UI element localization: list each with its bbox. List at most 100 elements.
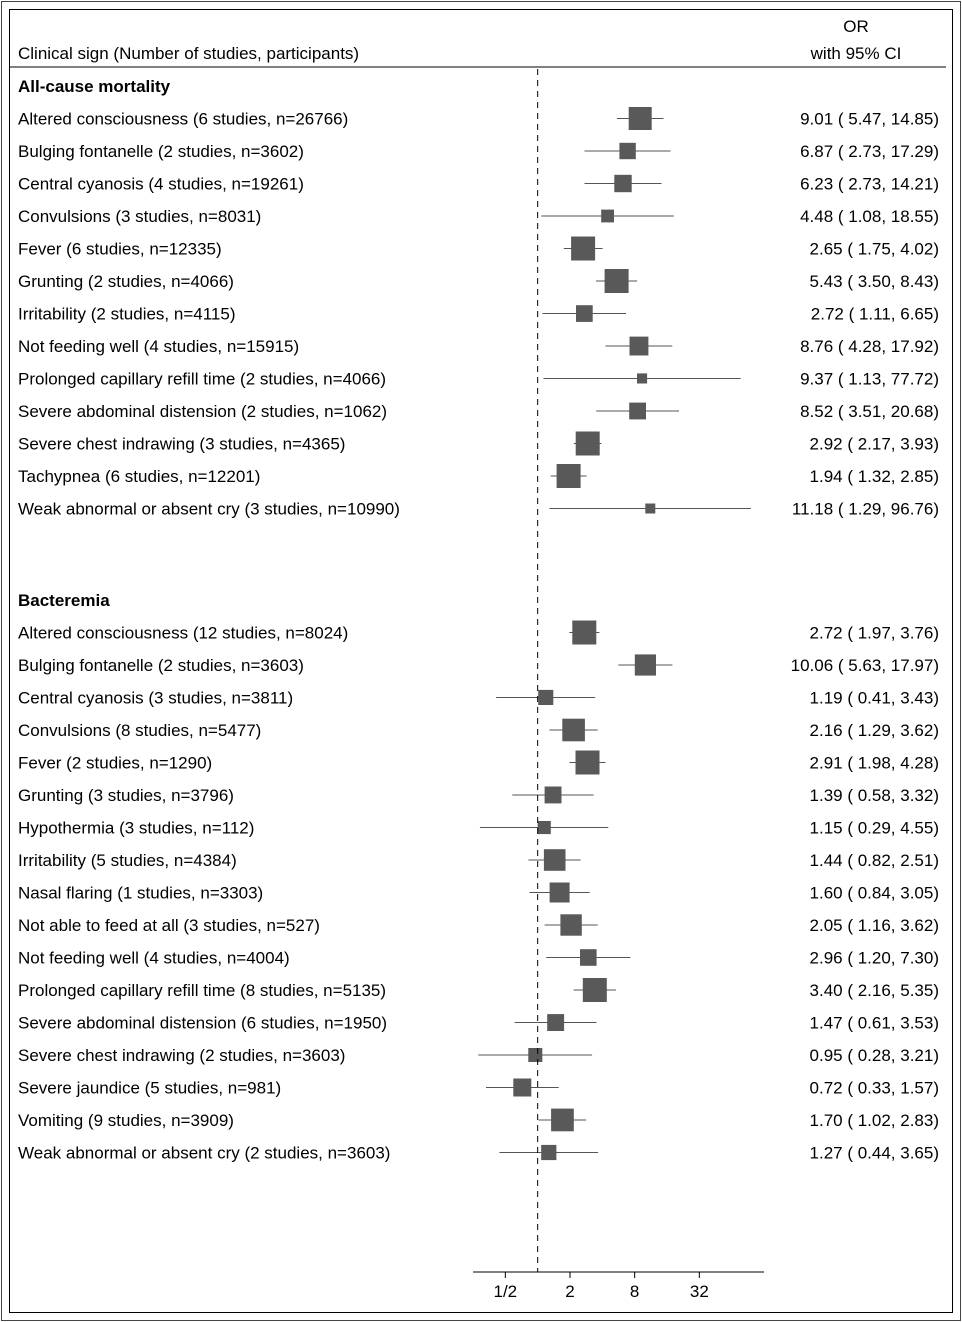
row-or-ci: 1.39 ( 0.58, 3.32)	[810, 786, 939, 805]
or-marker	[619, 142, 636, 160]
row-or-ci: 4.48 ( 1.08, 18.55)	[800, 207, 939, 226]
row-label: Central cyanosis (4 studies, n=19261)	[18, 175, 304, 194]
row-label: Hypothermia (3 studies, n=112)	[18, 819, 254, 838]
row-or-ci: 0.95 ( 0.28, 3.21)	[810, 1046, 939, 1065]
row-or-ci: 9.37 ( 1.13, 77.72)	[800, 370, 939, 389]
row-label: Weak abnormal or absent cry (3 studies, …	[18, 500, 400, 519]
row-or-ci: 2.72 ( 1.97, 3.76)	[810, 624, 939, 643]
or-marker	[562, 718, 585, 742]
row-or-ci: 3.40 ( 2.16, 5.35)	[810, 981, 939, 1000]
row-label: Fever (6 studies, n=12335)	[18, 240, 222, 259]
row-or-ci: 2.91 ( 1.98, 4.28)	[810, 754, 939, 773]
group-title: Bacteremia	[18, 591, 110, 610]
row-label: Central cyanosis (3 studies, n=3811)	[18, 689, 293, 708]
row-label: Not feeding well (4 studies, n=15915)	[18, 337, 299, 356]
header-or: OR	[843, 17, 869, 36]
or-marker	[629, 402, 646, 420]
row-or-ci: 1.27 ( 0.44, 3.65)	[810, 1144, 939, 1163]
or-marker	[551, 1108, 574, 1132]
row-label: Severe abdominal distension (6 studies, …	[18, 1014, 387, 1033]
or-marker	[543, 849, 566, 871]
row-or-ci: 8.76 ( 4.28, 17.92)	[800, 337, 939, 356]
row-label: Convulsions (3 studies, n=8031)	[18, 207, 261, 226]
row-or-ci: 2.72 ( 1.11, 6.65)	[811, 305, 939, 324]
row-label: Bulging fontanelle (2 studies, n=3603)	[18, 656, 304, 675]
or-marker	[537, 821, 551, 835]
or-marker	[560, 914, 582, 936]
row-or-ci: 2.16 ( 1.29, 3.62)	[810, 721, 939, 740]
row-or-ci: 6.87 ( 2.73, 17.29)	[800, 142, 939, 161]
or-marker	[575, 431, 600, 456]
row-label: Prolonged capillary refill time (8 studi…	[18, 981, 386, 1000]
row-label: Prolonged capillary refill time (2 studi…	[18, 370, 386, 389]
row-label: Altered consciousness (6 studies, n=2676…	[18, 110, 348, 129]
row-or-ci: 2.05 ( 1.16, 3.62)	[810, 916, 939, 935]
or-marker	[580, 949, 597, 966]
row-or-ci: 5.43 ( 3.50, 8.43)	[810, 272, 939, 291]
row-label: Tachypnea (6 studies, n=12201)	[18, 467, 260, 486]
forest-rows: All-cause mortality Altered consciousness…	[18, 77, 939, 1163]
or-marker	[601, 209, 614, 223]
row-label: Weak abnormal or absent cry (2 studies, …	[18, 1144, 390, 1163]
or-marker	[575, 750, 600, 775]
row-or-ci: 1.47 ( 0.61, 3.53)	[810, 1014, 939, 1033]
or-marker	[628, 107, 652, 130]
row-or-ci: 2.96 ( 1.20, 7.30)	[810, 949, 939, 968]
or-marker	[538, 689, 554, 705]
or-marker	[556, 464, 581, 488]
or-marker	[614, 174, 632, 193]
or-marker	[634, 654, 656, 676]
row-label: Convulsions (8 studies, n=5477)	[18, 721, 261, 740]
row-label: Fever (2 studies, n=1290)	[18, 754, 212, 773]
row-label: Severe jaundice (5 studies, n=981)	[18, 1079, 281, 1098]
row-label: Severe chest indrawing (3 studies, n=436…	[18, 435, 345, 454]
or-marker	[637, 373, 648, 384]
or-marker	[576, 305, 593, 322]
row-or-ci: 9.01 ( 5.47, 14.85)	[800, 110, 939, 129]
or-marker	[604, 269, 629, 293]
row-label: Severe abdominal distension (2 studies, …	[18, 402, 387, 421]
row-label: Vomiting (9 studies, n=3909)	[18, 1111, 234, 1130]
or-marker	[571, 236, 596, 261]
row-label: Bulging fontanelle (2 studies, n=3602)	[18, 142, 304, 161]
or-marker	[528, 1048, 543, 1062]
row-or-ci: 2.65 ( 1.75, 4.02)	[810, 240, 939, 259]
or-marker	[645, 503, 656, 514]
row-label: Not feeding well (4 studies, n=4004)	[18, 949, 290, 968]
row-or-ci: 1.19 ( 0.41, 3.43)	[810, 689, 939, 708]
group-title: All-cause mortality	[18, 77, 171, 96]
or-marker	[513, 1078, 532, 1097]
row-or-ci: 2.92 ( 2.17, 3.93)	[810, 435, 939, 454]
row-or-ci: 1.70 ( 1.02, 2.83)	[810, 1111, 939, 1130]
row-label: Nasal flaring (1 studies, n=3303)	[18, 884, 263, 903]
x-tick-label: 1/2	[494, 1282, 518, 1301]
x-tick-label: 8	[630, 1282, 639, 1301]
row-or-ci: 11.18 ( 1.29, 96.76)	[792, 500, 939, 519]
row-or-ci: 6.23 ( 2.73, 14.21)	[800, 175, 939, 194]
or-marker	[629, 336, 649, 356]
row-or-ci: 1.15 ( 0.29, 4.55)	[810, 819, 939, 838]
or-marker	[541, 1144, 557, 1161]
or-marker	[572, 620, 597, 645]
row-label: Altered consciousness (12 studies, n=802…	[18, 624, 348, 643]
x-tick-label: 32	[690, 1282, 709, 1301]
or-marker	[582, 978, 607, 1002]
row-or-ci: 1.60 ( 0.84, 3.05)	[810, 884, 939, 903]
or-marker	[544, 786, 562, 804]
row-or-ci: 10.06 ( 5.63, 17.97)	[791, 656, 939, 675]
row-label: Not able to feed at all (3 studies, n=52…	[18, 916, 320, 935]
row-or-ci: 0.72 ( 0.33, 1.57)	[810, 1079, 939, 1098]
or-marker	[549, 882, 570, 903]
inner-frame	[9, 9, 953, 1313]
row-label: Severe chest indrawing (2 studies, n=360…	[18, 1046, 345, 1065]
row-label: Grunting (3 studies, n=3796)	[18, 786, 234, 805]
row-or-ci: 1.94 ( 1.32, 2.85)	[810, 467, 939, 486]
row-label: Irritability (5 studies, n=4384)	[18, 851, 237, 870]
row-label: Grunting (2 studies, n=4066)	[18, 272, 234, 291]
header-ci: with 95% CI	[810, 44, 902, 63]
row-or-ci: 1.44 ( 0.82, 2.51)	[810, 851, 939, 870]
row-or-ci: 8.52 ( 3.51, 20.68)	[800, 402, 939, 421]
x-tick-label: 2	[565, 1282, 574, 1301]
